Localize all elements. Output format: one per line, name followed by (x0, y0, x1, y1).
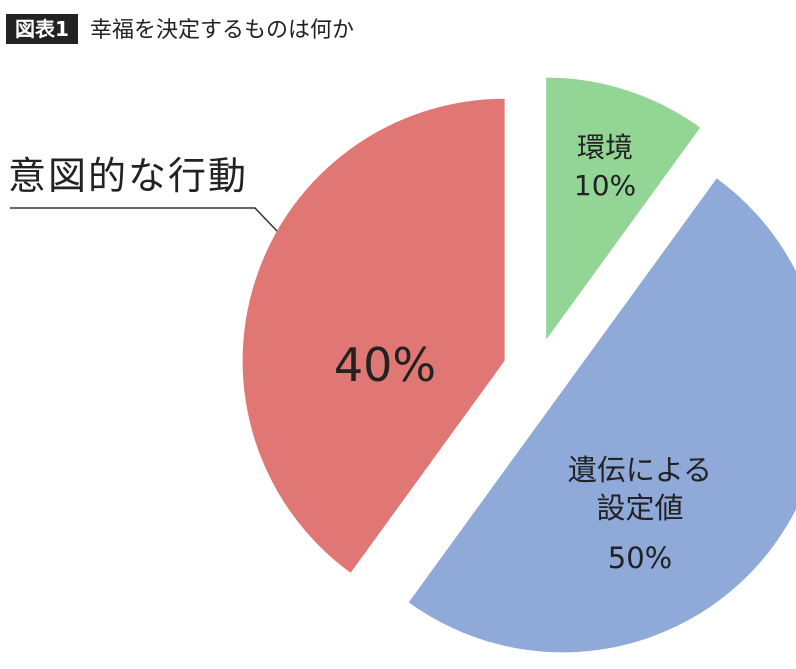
pie-slice (408, 178, 796, 653)
slice-value-label: 40% (333, 338, 437, 392)
slice-category-label: 環境 (576, 131, 633, 164)
slice-category-label: 遺伝による設定値 (567, 453, 713, 525)
slice-value-label: 10% (573, 169, 637, 202)
pie-slice (242, 98, 505, 573)
pie-slice (546, 77, 701, 340)
chart-title: 幸福を決定するものは何か (90, 18, 354, 43)
slice-value-label: 50% (607, 541, 673, 575)
figure-label: 図表1 (15, 17, 69, 41)
slice-category-label: 意図的な行動 (8, 154, 249, 198)
figure-label-box (6, 14, 78, 44)
